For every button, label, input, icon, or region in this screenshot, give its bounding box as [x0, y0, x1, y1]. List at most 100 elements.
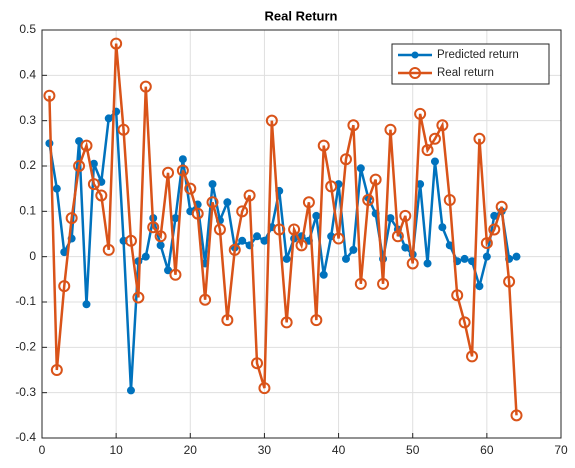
- marker: [512, 252, 521, 261]
- marker: [347, 119, 360, 132]
- marker: [110, 37, 123, 50]
- marker: [458, 316, 471, 329]
- marker: [228, 243, 241, 256]
- marker: [52, 184, 61, 193]
- marker: [154, 230, 167, 243]
- marker: [80, 139, 93, 152]
- marker: [302, 196, 315, 209]
- marker: [356, 164, 365, 173]
- marker: [206, 196, 219, 209]
- y-tick-label: -0.3: [15, 385, 36, 399]
- marker: [282, 254, 291, 263]
- marker: [191, 207, 204, 220]
- marker: [50, 364, 63, 376]
- marker: [184, 182, 197, 195]
- marker: [428, 132, 441, 145]
- marker: [503, 275, 516, 288]
- marker: [65, 212, 78, 225]
- marker: [87, 178, 100, 191]
- marker: [141, 252, 150, 261]
- marker: [430, 157, 439, 166]
- marker: [95, 189, 108, 202]
- legend-marker: [411, 51, 419, 59]
- marker: [117, 123, 130, 136]
- marker: [332, 232, 345, 245]
- marker: [176, 164, 189, 177]
- marker: [317, 139, 330, 152]
- marker: [362, 194, 375, 206]
- marker: [510, 409, 523, 422]
- marker: [213, 223, 226, 236]
- marker: [451, 289, 464, 302]
- marker: [104, 114, 113, 123]
- marker: [473, 132, 486, 145]
- y-tick-label: 0.4: [19, 68, 36, 82]
- marker: [339, 153, 352, 166]
- marker: [208, 180, 217, 189]
- marker: [199, 293, 212, 306]
- marker: [178, 155, 187, 164]
- x-tick-label: 40: [332, 443, 346, 457]
- marker: [124, 234, 137, 247]
- marker: [482, 252, 491, 261]
- marker: [480, 237, 493, 250]
- marker: [475, 282, 484, 291]
- marker: [310, 314, 323, 327]
- marker: [102, 243, 115, 256]
- marker: [377, 277, 390, 290]
- marker: [238, 236, 247, 245]
- marker: [132, 291, 145, 304]
- marker: [406, 257, 419, 270]
- y-tick-label: -0.4: [15, 430, 36, 444]
- y-tick-label: 0.1: [19, 204, 36, 218]
- marker: [414, 107, 427, 120]
- legend-marker: [409, 67, 421, 79]
- series-line: [48, 43, 518, 416]
- marker: [251, 357, 264, 370]
- marker: [156, 241, 165, 250]
- y-tick-label: 0: [29, 249, 36, 263]
- marker: [73, 160, 86, 172]
- marker: [386, 214, 395, 223]
- marker: [488, 223, 501, 236]
- marker: [258, 382, 271, 395]
- marker: [169, 268, 182, 281]
- marker: [265, 114, 278, 127]
- y-tick-label: 0.2: [19, 158, 36, 172]
- marker: [147, 221, 160, 234]
- y-tick-label: -0.2: [15, 340, 36, 354]
- marker: [325, 180, 338, 193]
- marker: [460, 254, 469, 263]
- x-tick-label: 10: [109, 443, 123, 457]
- marker: [139, 80, 152, 93]
- marker: [126, 386, 135, 395]
- marker: [341, 254, 350, 263]
- x-tick-label: 60: [480, 443, 494, 457]
- y-tick-label: 0.5: [19, 22, 36, 36]
- x-tick-label: 0: [39, 443, 46, 457]
- marker: [223, 198, 232, 207]
- marker: [288, 223, 301, 236]
- marker: [43, 89, 56, 102]
- marker: [295, 239, 308, 252]
- marker: [369, 173, 382, 186]
- marker: [443, 194, 456, 206]
- marker: [58, 280, 71, 293]
- y-tick-label: 0.3: [19, 113, 36, 127]
- marker: [384, 123, 397, 136]
- marker: [436, 119, 449, 132]
- legend-label: Real return: [437, 67, 494, 79]
- x-tick-label: 30: [258, 443, 272, 457]
- x-tick-label: 50: [406, 443, 420, 457]
- marker: [280, 316, 293, 329]
- marker: [349, 245, 358, 254]
- marker: [312, 211, 321, 220]
- chart-title: Real Return: [265, 8, 338, 23]
- marker: [253, 232, 262, 241]
- y-tick-label: -0.1: [15, 294, 36, 308]
- marker: [162, 166, 175, 179]
- marker: [273, 223, 286, 236]
- marker: [319, 270, 328, 279]
- plot-frame: [41, 29, 562, 439]
